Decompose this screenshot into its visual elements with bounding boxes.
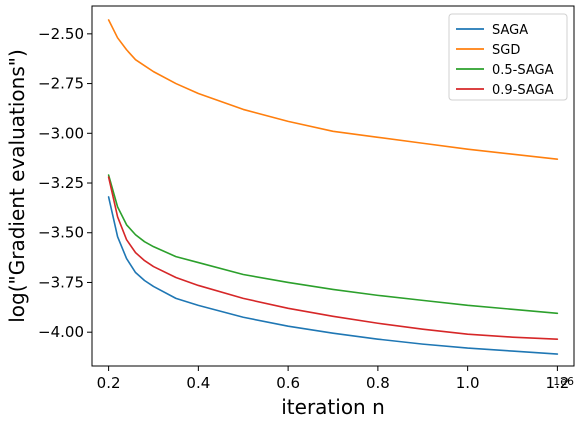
legend-box	[448, 13, 568, 101]
series-layer	[107, 19, 559, 355]
legend-entries: SAGA SGD 0.5-SAGA 0.9-SAGA	[456, 23, 554, 98]
series-line-saga	[107, 196, 559, 355]
y-tick-label: −3.50	[38, 224, 84, 242]
x-axis-ticks: 0.2 0.4 0.6 0.8 1.0 1.2	[97, 366, 569, 392]
legend-label: SGD	[492, 43, 520, 58]
y-tick-label: −3.25	[38, 174, 84, 192]
x-axis-offset-label: 1e6	[553, 375, 574, 388]
y-tick-label: −3.00	[38, 124, 84, 142]
legend-label: SAGA	[492, 23, 528, 38]
series-line-0-9-saga	[107, 176, 559, 340]
x-tick-label: 0.6	[276, 374, 300, 392]
y-tick-label: −4.00	[38, 323, 84, 341]
series-line-sgd	[107, 19, 559, 160]
y-axis-label: log("Gradient evaluations")	[5, 49, 29, 323]
legend-label: 0.5-SAGA	[492, 63, 554, 78]
plot-frame	[91, 5, 575, 367]
x-tick-label: 0.4	[186, 374, 210, 392]
x-tick-label: 1.2	[545, 374, 569, 392]
x-axis-label: iteration n	[281, 395, 385, 419]
series-line-0-5-saga	[107, 174, 559, 315]
y-tick-label: −3.75	[38, 273, 84, 291]
x-tick-label: 1.0	[456, 374, 480, 392]
y-tick-label: −2.75	[38, 75, 84, 93]
x-tick-label: 0.2	[97, 374, 121, 392]
legend: SAGA SGD 0.5-SAGA 0.9-SAGA	[448, 13, 568, 101]
x-tick-label: 0.8	[366, 374, 390, 392]
y-tick-label: −2.50	[38, 25, 84, 43]
legend-label: 0.9-SAGA	[492, 83, 554, 98]
y-axis-ticks: −2.50 −2.75 −3.00 −3.25 −3.50 −3.75 −4.00	[38, 25, 92, 341]
